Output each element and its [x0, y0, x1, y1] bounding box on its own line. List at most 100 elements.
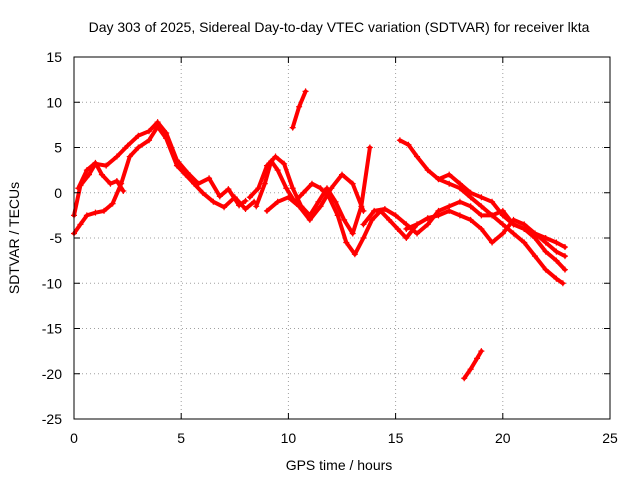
- data-point: [478, 194, 485, 201]
- data-point: [521, 225, 528, 232]
- series-line: [397, 138, 565, 286]
- data-point: [146, 137, 153, 144]
- series-line: [254, 159, 419, 257]
- data-point: [386, 216, 393, 223]
- data-point: [531, 230, 538, 237]
- data-point: [414, 221, 421, 228]
- data-point: [403, 225, 410, 232]
- data-point: [381, 206, 388, 213]
- series-line: [462, 349, 484, 381]
- y-tick-label: -25: [42, 411, 62, 427]
- data-point: [296, 103, 303, 110]
- data-point: [308, 180, 315, 187]
- data-point: [285, 194, 292, 201]
- data-point: [414, 230, 421, 237]
- series-line: [72, 124, 257, 236]
- x-tick-label: 15: [388, 430, 404, 446]
- data-point: [92, 159, 99, 166]
- data-point: [531, 253, 538, 260]
- series-line: [265, 172, 366, 222]
- data-point: [553, 248, 560, 255]
- data-point: [360, 207, 367, 214]
- x-tick-label: 5: [177, 430, 185, 446]
- axes-layer: 0 5 10 15 20 25 -25 -20 -15 -10 -5 0 5 10 15: [42, 49, 618, 446]
- data-point: [467, 366, 474, 373]
- data-point: [306, 216, 313, 223]
- data-point: [521, 239, 528, 246]
- data-point: [553, 275, 560, 282]
- data-point: [351, 251, 358, 258]
- data-point: [396, 137, 403, 144]
- data-point: [135, 132, 142, 139]
- data-point: [302, 88, 309, 95]
- data-point: [300, 189, 307, 196]
- data-point: [101, 207, 108, 214]
- data-point: [435, 176, 442, 183]
- series-line: [76, 160, 126, 193]
- data-point: [86, 171, 93, 178]
- data-point: [83, 167, 90, 174]
- y-tick-label: 5: [54, 140, 62, 156]
- data-point: [182, 171, 189, 178]
- series-arc-7: [289, 88, 309, 131]
- data-point: [154, 123, 161, 130]
- data-point: [253, 203, 260, 210]
- data-point: [561, 266, 568, 273]
- data-point: [489, 239, 496, 246]
- data-point: [542, 248, 549, 255]
- y-tick-label: -5: [50, 230, 63, 246]
- series-arc-10: [403, 207, 568, 260]
- y-tick-label: 15: [46, 49, 62, 65]
- data-point: [392, 212, 399, 219]
- data-point: [349, 180, 356, 187]
- data-point: [283, 185, 290, 192]
- data-point: [467, 189, 474, 196]
- data-point: [510, 221, 517, 228]
- data-point: [206, 175, 213, 182]
- data-point: [317, 185, 324, 192]
- data-point: [124, 142, 131, 149]
- data-point: [98, 171, 105, 178]
- data-point: [414, 153, 421, 160]
- data-point: [446, 180, 453, 187]
- data-point: [489, 212, 496, 219]
- data-point: [191, 180, 198, 187]
- series-arc-6: [263, 171, 367, 223]
- data-point: [553, 257, 560, 264]
- data-point: [478, 225, 485, 232]
- data-point: [499, 221, 506, 228]
- data-point: [478, 203, 485, 210]
- data-point: [109, 200, 116, 207]
- data-point: [268, 158, 275, 165]
- chart-title: Day 303 of 2025, Sidereal Day-to-day VTE…: [89, 19, 590, 35]
- series-arc-9: [396, 137, 566, 287]
- data-point: [173, 162, 180, 169]
- series-layer: [71, 88, 568, 382]
- data-point: [478, 212, 485, 219]
- data-point: [456, 180, 463, 187]
- y-axis-label: SDTVAR / TECUs: [6, 182, 22, 294]
- data-point: [332, 198, 339, 205]
- series-line: [361, 199, 567, 272]
- data-point: [510, 230, 517, 237]
- y-tick-label: -20: [42, 366, 62, 382]
- data-point: [296, 203, 303, 210]
- data-point: [274, 167, 281, 174]
- data-point: [489, 198, 496, 205]
- series-arc-3: [75, 159, 127, 194]
- data-point: [77, 221, 84, 228]
- data-point: [289, 124, 296, 131]
- data-point: [360, 221, 367, 228]
- x-tick-label: 10: [281, 430, 297, 446]
- data-point: [339, 171, 345, 178]
- data-point: [103, 162, 110, 169]
- data-point: [341, 216, 348, 223]
- data-point: [435, 212, 442, 219]
- data-point: [225, 186, 232, 193]
- series-arc-12: [461, 348, 485, 382]
- data-point: [403, 235, 410, 241]
- data-point: [343, 239, 350, 246]
- data-point: [92, 209, 99, 216]
- data-point: [499, 230, 506, 237]
